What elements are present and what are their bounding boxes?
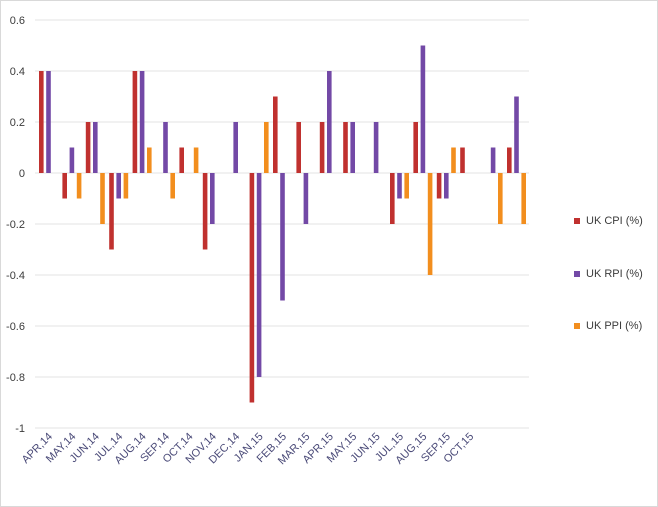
y-tick-label: -0.2: [6, 219, 25, 231]
bar-cpi: [132, 71, 138, 173]
y-tick-label: 0.2: [10, 117, 25, 129]
bar-rpi: [93, 122, 98, 173]
bars: [39, 45, 526, 403]
bar-cpi: [296, 122, 301, 173]
bar-rpi: [69, 147, 75, 173]
legend-swatch: [574, 323, 580, 329]
bar-rpi: [490, 147, 496, 173]
bar-ppi: [404, 173, 409, 199]
bar-rpi: [256, 173, 262, 377]
bar-ppi: [451, 147, 456, 173]
bar-rpi: [46, 71, 51, 173]
legend: UK CPI (%) UK RPI (%) UK PPI (%): [574, 215, 643, 332]
bar-cpi: [62, 173, 67, 199]
bar-rpi: [163, 122, 168, 173]
bar-ppi: [76, 173, 82, 199]
bar-rpi: [514, 96, 519, 173]
bar-rpi: [327, 71, 332, 173]
y-tick-label: -0.4: [6, 270, 25, 282]
bar-cpi: [179, 147, 184, 173]
bar-cpi: [273, 96, 278, 173]
bar-rpi: [397, 173, 402, 199]
bar-rpi: [350, 122, 355, 173]
bar-cpi: [39, 71, 44, 173]
bar-cpi: [390, 173, 395, 224]
bar-cpi: [413, 122, 418, 173]
y-tick-label: -0.8: [6, 372, 25, 384]
x-axis: APR,14MAY,14JUN,14JUL,14AUG,14SEP,14OCT,…: [20, 431, 477, 468]
bar-cpi: [319, 122, 325, 173]
legend-label: UK RPI (%): [586, 268, 643, 280]
bar-cpi: [109, 173, 114, 250]
legend-label: UK CPI (%): [586, 215, 643, 227]
bar-ppi: [193, 147, 199, 173]
bar-ppi: [170, 173, 175, 199]
bar-rpi: [116, 173, 121, 199]
y-tick-label: 0: [19, 168, 25, 180]
bar-cpi: [507, 147, 512, 173]
y-tick-label: -0.6: [6, 321, 25, 333]
bar-cpi: [85, 122, 91, 173]
bar-ppi: [498, 173, 503, 224]
bar-cpi: [343, 122, 348, 173]
legend-swatch: [574, 218, 580, 224]
legend-swatch: [574, 271, 580, 277]
bar-rpi: [139, 71, 145, 173]
bar-cpi: [249, 173, 255, 403]
bar-rpi: [420, 45, 426, 173]
bar-ppi: [427, 173, 433, 275]
legend-label: UK PPI (%): [586, 320, 642, 332]
y-tick-label: 0.6: [10, 15, 25, 27]
bar-rpi: [280, 173, 285, 301]
bar-rpi: [233, 122, 238, 173]
bar-cpi: [436, 173, 442, 199]
bar-cpi: [202, 173, 208, 250]
bar-ppi: [123, 173, 129, 199]
y-tick-label: -1: [15, 423, 25, 435]
y-axis: -1 -0.8 -0.6 -0.4 -0.2 0 0.2 0.4 0.6: [6, 15, 25, 435]
bar-rpi: [373, 122, 379, 173]
bar-ppi: [521, 173, 526, 224]
y-tick-label: 0.4: [10, 66, 25, 78]
bar-ppi: [264, 122, 269, 173]
bar-rpi: [444, 173, 449, 199]
bar-ppi: [147, 147, 152, 173]
bar-rpi: [303, 173, 309, 224]
bar-rpi: [210, 173, 215, 224]
bar-cpi: [460, 147, 465, 173]
bar-ppi: [100, 173, 105, 224]
